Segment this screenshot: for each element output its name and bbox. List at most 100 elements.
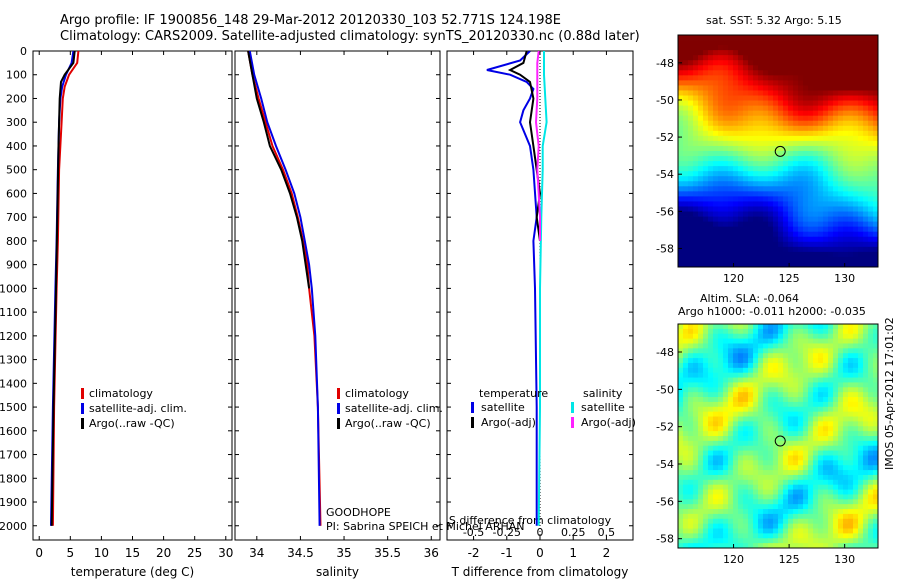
- map-cell: [678, 494, 684, 500]
- map-cell: [743, 367, 749, 374]
- map-cell: [838, 460, 844, 466]
- map-cell: [758, 161, 764, 167]
- map-cell: [793, 246, 799, 253]
- map-cell: [683, 105, 689, 112]
- map-cell: [873, 206, 879, 212]
- map-cell: [753, 125, 759, 132]
- y-tick-label: 100: [6, 69, 27, 82]
- map-cell: [678, 246, 684, 253]
- map-cell: [803, 372, 809, 378]
- map-cell: [828, 90, 834, 96]
- map-cell: [838, 401, 844, 408]
- map-cell: [733, 465, 739, 471]
- map-cell: [868, 387, 874, 393]
- map-cell: [823, 387, 829, 393]
- map-cell: [833, 100, 839, 107]
- map-cell: [783, 328, 789, 335]
- map-cell: [688, 206, 694, 212]
- map-cell: [748, 372, 754, 378]
- map-cell: [788, 509, 794, 515]
- map-cell: [768, 455, 774, 461]
- map-cell: [873, 504, 879, 510]
- map-cell: [863, 95, 869, 101]
- map-cell: [868, 166, 874, 172]
- map-cell: [693, 110, 699, 117]
- map-cell: [773, 387, 779, 393]
- map-cell: [748, 65, 754, 71]
- map-cell: [723, 241, 729, 248]
- map-cell: [863, 256, 869, 263]
- map-cell: [793, 538, 799, 544]
- map-cell: [763, 411, 769, 417]
- map-cell: [693, 216, 699, 223]
- map-cell: [763, 382, 769, 388]
- map-cell: [788, 40, 794, 46]
- map-cell: [748, 460, 754, 466]
- map-cell: [688, 181, 694, 187]
- map-cell: [683, 328, 689, 335]
- map-cell: [808, 416, 814, 422]
- map-cell: [828, 358, 834, 364]
- map-cell: [793, 474, 799, 481]
- map-cell: [738, 40, 744, 46]
- map-cell: [818, 186, 824, 192]
- map-cell: [758, 226, 764, 233]
- map-cell: [828, 75, 834, 81]
- map-cell: [808, 343, 814, 349]
- map-cell: [863, 504, 869, 510]
- map-cell: [698, 470, 704, 476]
- map-cell: [763, 421, 769, 427]
- map-cell: [838, 166, 844, 172]
- map-cell: [808, 431, 814, 437]
- map-cell: [723, 533, 729, 539]
- map-cell: [868, 55, 874, 61]
- map-cell: [868, 343, 874, 349]
- map-cell: [743, 328, 749, 335]
- map-cell: [868, 181, 874, 187]
- map-cell: [738, 236, 744, 243]
- map-cell: [808, 35, 814, 41]
- map-cell: [733, 151, 739, 157]
- map-cell: [783, 40, 789, 46]
- map-cell: [828, 411, 834, 417]
- map-cell: [743, 186, 749, 192]
- map-cell: [758, 543, 764, 549]
- map-cell: [778, 181, 784, 187]
- map-cell: [728, 333, 734, 340]
- map-cell: [763, 401, 769, 408]
- map-cell: [808, 494, 814, 500]
- map-cell: [818, 377, 824, 383]
- map-cell: [833, 406, 839, 413]
- map-cell: [833, 362, 839, 369]
- map-cell: [778, 518, 784, 525]
- map-cell: [873, 125, 879, 132]
- argo-position-marker: [774, 435, 786, 447]
- series-line: [537, 51, 548, 526]
- map-cell: [848, 533, 854, 539]
- map-cell: [863, 191, 869, 197]
- map-cell: [843, 474, 849, 481]
- map-cell: [768, 358, 774, 364]
- map-cell: [743, 489, 749, 495]
- map-cell: [768, 201, 774, 207]
- map-cell: [763, 324, 769, 330]
- map-cell: [818, 343, 824, 349]
- map-cell: [793, 401, 799, 408]
- map-cell: [763, 135, 769, 142]
- map-cell: [853, 411, 859, 417]
- map-cell: [863, 45, 869, 51]
- map-cell: [748, 523, 754, 529]
- map-cell: [713, 90, 719, 96]
- map-cell: [783, 246, 789, 253]
- map-cell: [748, 436, 754, 442]
- map-cell: [768, 416, 774, 422]
- map-cell: [768, 140, 774, 147]
- map-cell: [768, 75, 774, 81]
- map-cell: [773, 130, 779, 137]
- map-cell: [703, 509, 709, 515]
- map-cell: [703, 246, 709, 253]
- map-cell: [853, 261, 859, 268]
- map-cell: [713, 251, 719, 258]
- map-cell: [698, 216, 704, 223]
- map-cell: [733, 528, 739, 534]
